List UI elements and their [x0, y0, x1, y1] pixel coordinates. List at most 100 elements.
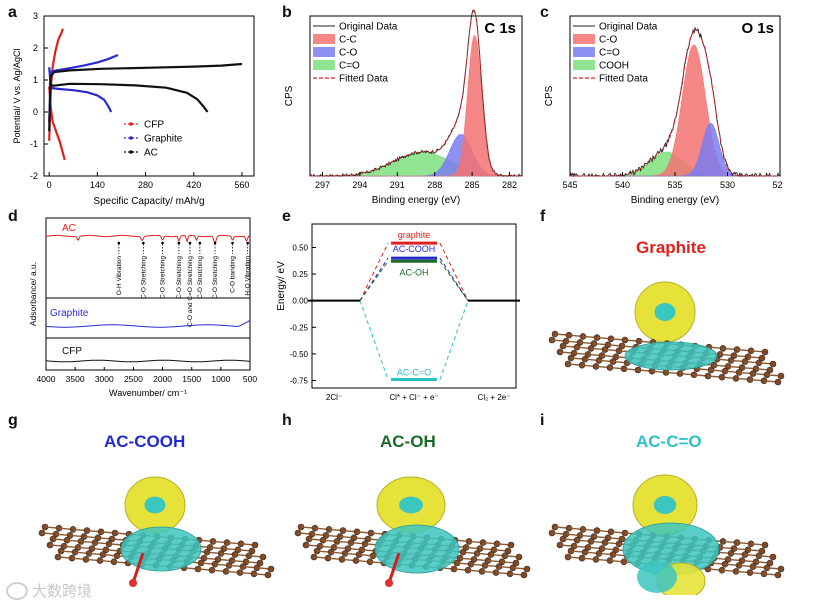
- series-line-graphite-charge: [48, 53, 119, 122]
- legend-swatch-c-o: [313, 47, 335, 57]
- x-tick-label: 1000: [211, 374, 230, 384]
- watermark-logo-icon: [6, 581, 28, 600]
- panel-label-h: h: [282, 412, 292, 429]
- fitted-data-line: [310, 9, 522, 177]
- x-tick-label: 2500: [124, 374, 143, 384]
- carbon-atom: [504, 547, 512, 555]
- x-tick-label: 288: [427, 180, 442, 190]
- annotation-dot: [142, 241, 145, 245]
- carbon-atom: [758, 547, 766, 555]
- functional-group-bond: [131, 552, 145, 584]
- annotation-dot: [246, 241, 249, 245]
- legend-label: C-O: [599, 35, 618, 46]
- x-axis-label: Binding energy (eV): [372, 195, 460, 206]
- legend-swatch-c-double-o: [313, 60, 335, 70]
- carbon-atom: [777, 565, 785, 573]
- carbon-atom: [259, 553, 267, 561]
- panel-label-f: f: [540, 208, 546, 225]
- y-axis-label: CPS: [284, 85, 295, 106]
- panel-label-d: d: [8, 208, 18, 225]
- x-category-label: 2Cl⁻: [326, 393, 342, 402]
- charge-density-core-cyan: [144, 496, 166, 514]
- legend-swatch-c-o: [573, 34, 595, 44]
- plot-frame: [311, 223, 517, 389]
- x-tick-label: 282: [502, 180, 517, 190]
- annotation-dot: [117, 241, 121, 245]
- legend-label: COOH: [599, 61, 629, 72]
- oxygen-atom: [385, 579, 393, 587]
- charge-density-lobe-cyan: [120, 526, 202, 572]
- molecule-i-title: AC-C=O: [636, 432, 702, 451]
- legend-label: C=O: [339, 61, 360, 72]
- panel-label-e: e: [282, 208, 291, 225]
- series-label-ac-c-double-o: AC-C=O: [397, 367, 431, 377]
- annotation-dot: [198, 241, 202, 245]
- legend-swatch-c-double-o: [573, 47, 595, 57]
- ac-c-o-charge-density-image: [548, 474, 785, 595]
- carbon-atom: [769, 553, 777, 561]
- carbon-atom: [523, 565, 531, 573]
- y-tick-label: 2: [33, 43, 38, 53]
- x-tick-label: 3000: [95, 374, 114, 384]
- carbon-atom: [248, 547, 256, 555]
- carbon-atom: [507, 541, 515, 549]
- x-tick-label: 4000: [37, 374, 56, 384]
- panel-label-b: b: [282, 4, 292, 21]
- x-tick-label: 140: [90, 180, 105, 190]
- legend-label: Fitted Data: [599, 74, 648, 85]
- x-tick-label: 420: [186, 180, 201, 190]
- y-tick-label: -0.25: [290, 323, 309, 332]
- charge-density-core-cyan: [399, 496, 423, 514]
- carbon-atom: [766, 366, 774, 374]
- carbon-atom: [774, 571, 782, 579]
- series-line-graphite-discharge: [48, 67, 113, 113]
- carbon-atom: [251, 541, 259, 549]
- legend-label: Original Data: [599, 22, 658, 33]
- legend-label: C=O: [599, 48, 620, 59]
- component-peak-c-c: [310, 34, 522, 177]
- legend-label-cfp: CFP: [144, 120, 164, 131]
- series-line-cfp-discharge: [48, 86, 66, 161]
- chart-d-ftir: AC Graphite CFP O-H Vibration C-O Stretching…: [28, 217, 257, 398]
- series-line-cfp: [45, 359, 251, 363]
- x-tick-label: 2000: [153, 374, 172, 384]
- y-axis-label: Potential/ V vs. Ag/AgCl: [12, 48, 22, 143]
- annotation-label: C-O Stretching: [140, 256, 147, 299]
- y-tick-label: 0.50: [292, 243, 308, 252]
- legend-label-graphite: Graphite: [144, 134, 183, 145]
- carbon-atom: [761, 348, 769, 356]
- chart-title: C 1s: [484, 20, 516, 37]
- y-tick-label: -0.50: [290, 350, 309, 359]
- connector-graphite: [359, 242, 389, 301]
- x-tick-label: 280: [138, 180, 153, 190]
- molecule-h-title: AC-OH: [380, 432, 436, 451]
- annotation-dot: [213, 241, 217, 245]
- watermark: 大数跨境: [6, 580, 92, 601]
- annotation-label: C-O and C=O Stretching: [187, 256, 194, 327]
- chart-a-galvanostatic: 0 140 280 420 560 -2 -1 0 1 2 3 Specific Capacity/ …: [12, 11, 255, 207]
- carbon-atom: [766, 559, 774, 567]
- carbon-atom: [256, 559, 264, 567]
- panel-label-c: c: [540, 4, 549, 21]
- legend-marker-graphite: [129, 136, 133, 140]
- charge-density-core-cyan: [654, 303, 676, 321]
- plot-frame: [43, 15, 255, 177]
- annotation-label: H₂O Vibration: [245, 256, 252, 296]
- ac-oh-charge-density-image: [294, 476, 531, 587]
- x-axis-label: Wavenumber/ cm⁻¹: [109, 388, 187, 398]
- chart-title: O 1s: [741, 20, 774, 37]
- fitted-data-line: [570, 29, 780, 177]
- chart-b-xps-c1s: 297 294 291 288 285 282 Binding energy (eV) CPS…: [284, 9, 523, 206]
- x-tick-label: 0: [47, 180, 52, 190]
- y-axis-label: Energy/ eV: [276, 261, 287, 311]
- carbon-atom: [515, 553, 523, 561]
- series-line-ac-discharge: [48, 82, 209, 113]
- legend-label: Fitted Data: [339, 74, 388, 85]
- y-tick-label: 0.25: [292, 270, 308, 279]
- annotation-label: C-O banding: [230, 256, 237, 293]
- series-line-ac: [45, 234, 251, 244]
- legend-marker-cfp: [129, 122, 133, 126]
- legend-marker-ac: [129, 150, 133, 154]
- carbon-atom: [761, 541, 769, 549]
- annotation-dot: [161, 241, 164, 245]
